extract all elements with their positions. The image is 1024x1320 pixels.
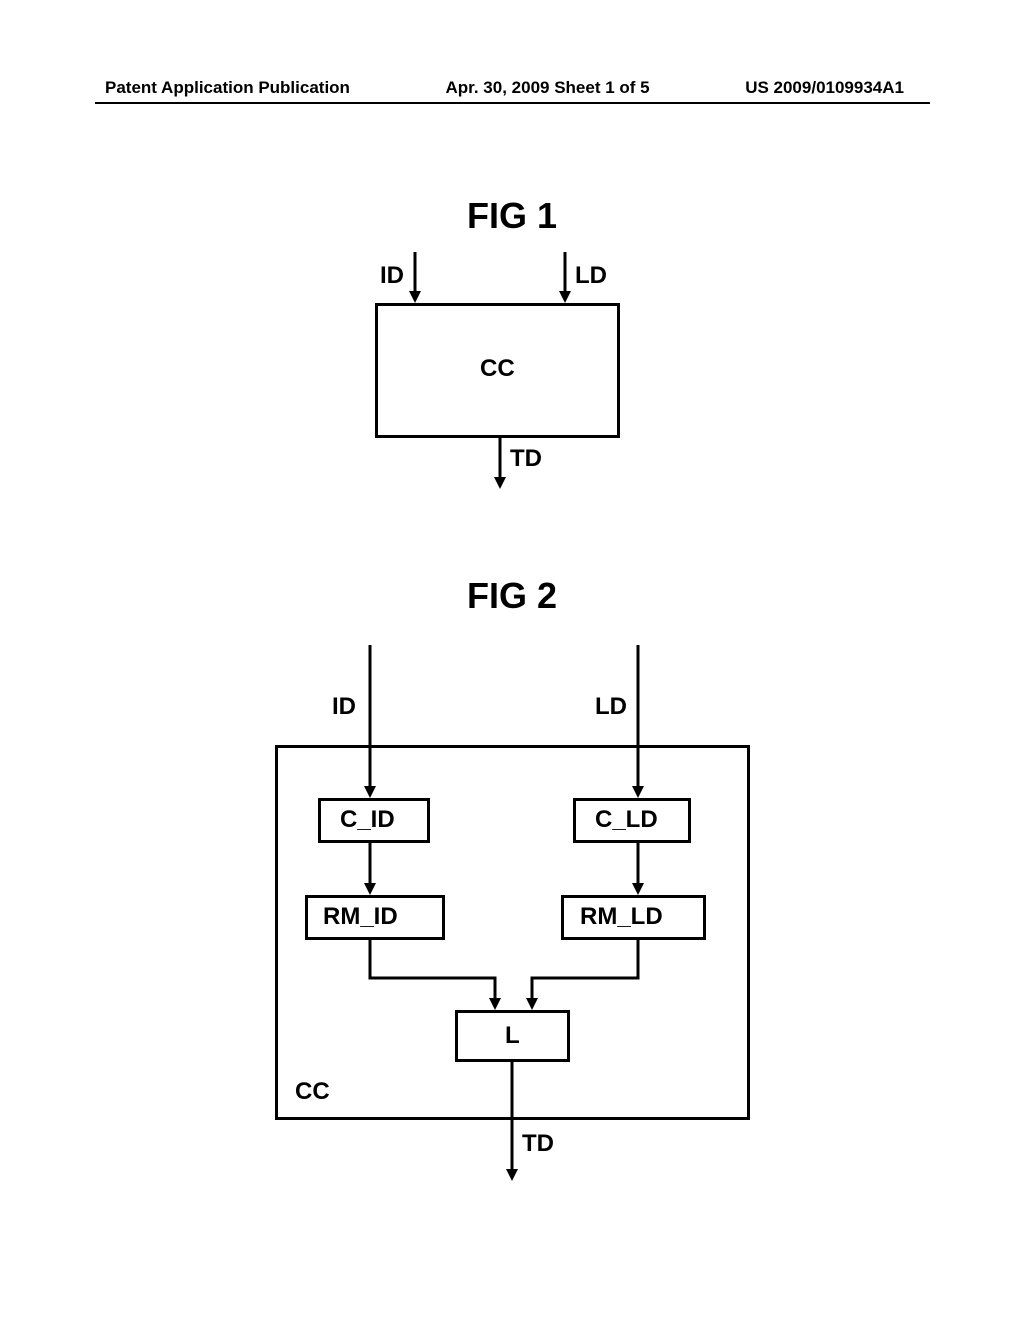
fig2-td-label: TD <box>522 1130 554 1158</box>
fig2-td-arrow <box>0 0 1024 1320</box>
